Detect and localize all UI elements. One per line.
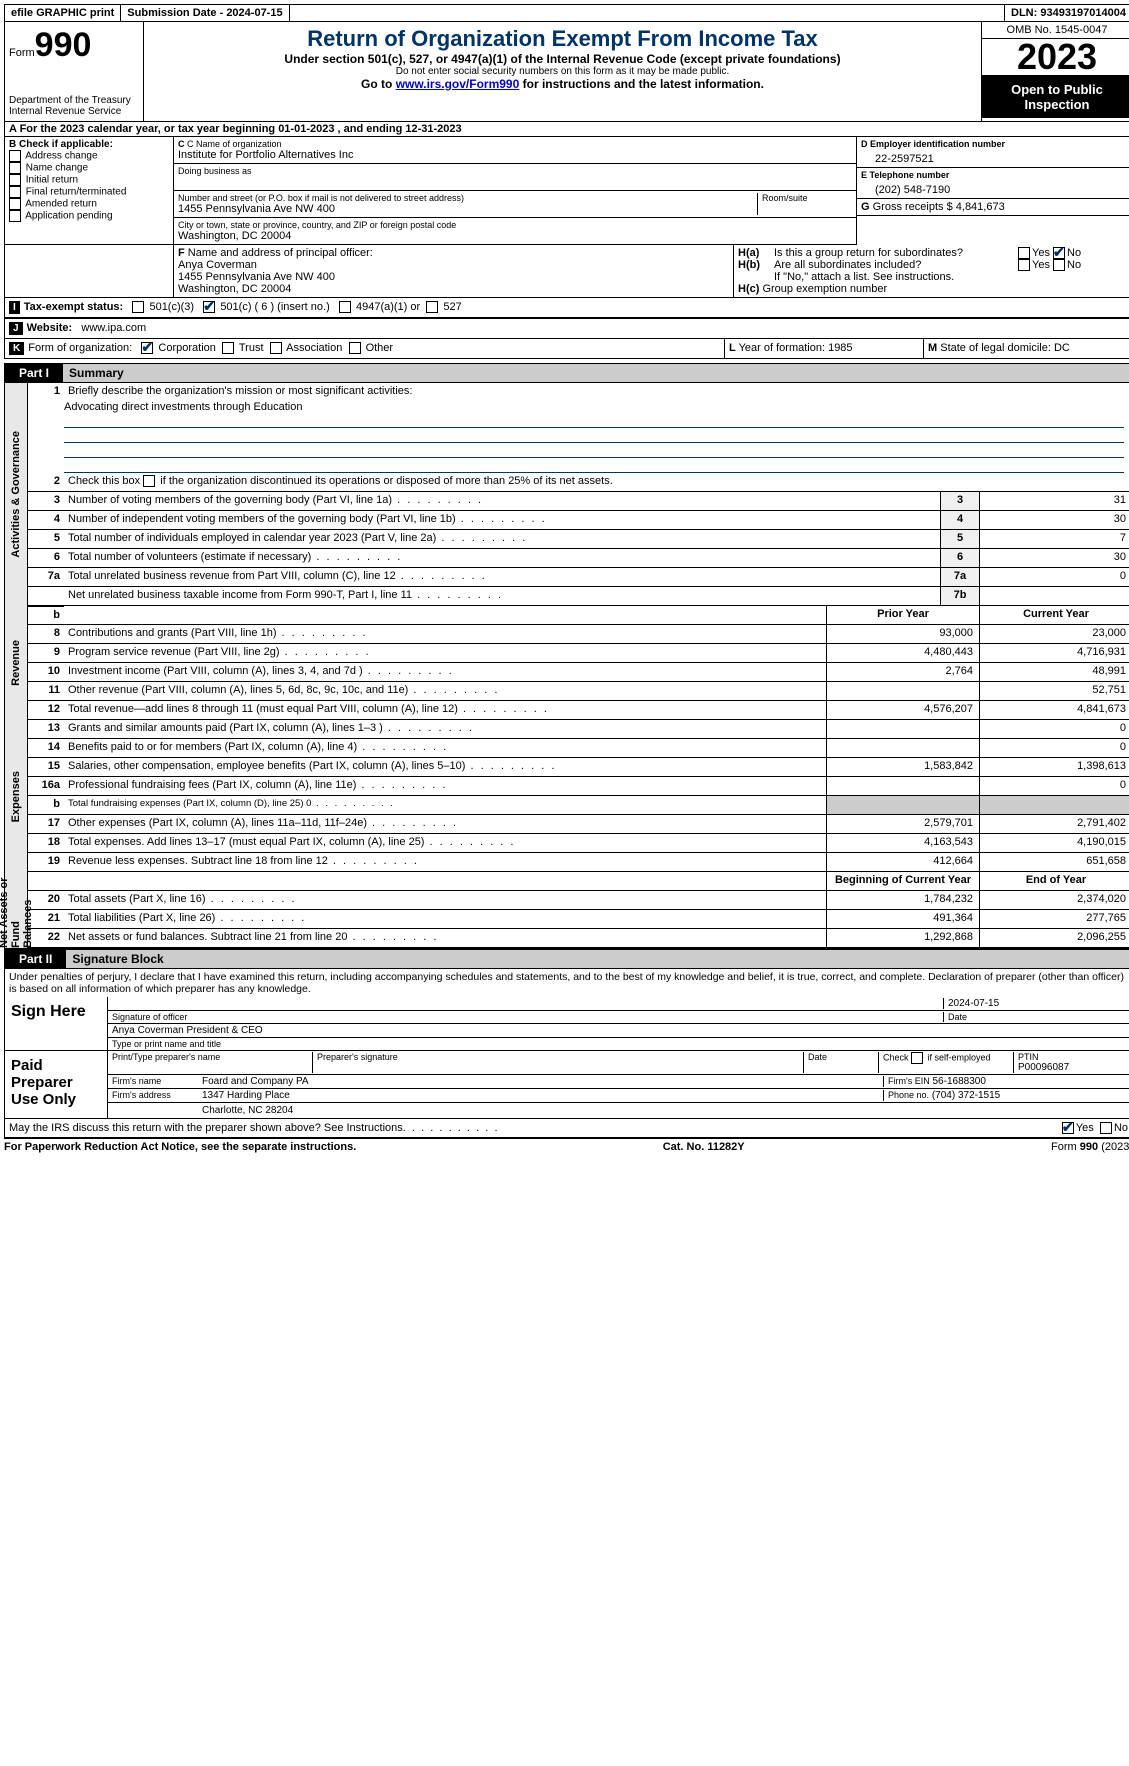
sidetab-net-assets: Net Assets or Fund Balances <box>5 872 28 948</box>
subtitle-1: Under section 501(c), 527, or 4947(a)(1)… <box>148 52 977 66</box>
perjury-statement: Under penalties of perjury, I declare th… <box>4 969 1129 997</box>
h-note: If "No," attach a list. See instructions… <box>738 271 1128 283</box>
sidetab-expenses: Expenses <box>5 720 28 872</box>
mission-text: Advocating direct investments through Ed… <box>64 401 1124 413</box>
sidetab-revenue: Revenue <box>5 606 28 720</box>
chk-app-pending[interactable] <box>9 210 21 222</box>
officer-signature: Anya Coverman President & CEO <box>112 1025 263 1036</box>
form-label: Form <box>9 47 35 59</box>
chk-corp[interactable] <box>141 342 153 354</box>
chk-initial-return[interactable] <box>9 174 21 186</box>
chk-527[interactable] <box>426 301 438 313</box>
discuss-row: May the IRS discuss this return with the… <box>4 1119 1129 1138</box>
dba-label: Doing business as <box>178 166 852 176</box>
chk-name-change[interactable] <box>9 162 21 174</box>
tax-year: 2023 <box>982 39 1129 76</box>
addr-label: Number and street (or P.O. box if mail i… <box>178 193 757 203</box>
submission-date: Submission Date - 2024-07-15 <box>121 5 289 21</box>
current-year-hdr: Current Year <box>979 606 1129 624</box>
subtitle-3: Go to www.irs.gov/Form990 for instructio… <box>148 77 977 91</box>
row-j: JWebsite: www.ipa.com <box>5 319 1129 338</box>
section-b-through-g: B Check if applicable: Address change Na… <box>4 137 1129 245</box>
phone-value: (202) 548-7190 <box>861 180 1128 196</box>
officer-label: F Name and address of principal officer: <box>178 247 729 259</box>
phone-label: E Telephone number <box>861 170 1128 180</box>
part-2-header: Part II Signature Block <box>4 949 1129 969</box>
officer-addr2: Washington, DC 20004 <box>178 283 729 295</box>
sign-here-block: Sign Here 2024-07-15 Signature of office… <box>4 997 1129 1051</box>
chk-501c[interactable] <box>203 301 215 313</box>
room-label: Room/suite <box>757 193 852 215</box>
chk-501c3[interactable] <box>132 301 144 313</box>
chk-assoc[interactable] <box>270 342 282 354</box>
form-title: Return of Organization Exempt From Incom… <box>148 26 977 52</box>
row-i: ITax-exempt status: 501(c)(3) 501(c) ( 6… <box>5 298 1129 318</box>
firm-name: Foard and Company PA <box>202 1076 883 1087</box>
irs-link[interactable]: www.irs.gov/Form990 <box>396 77 520 91</box>
officer-name: Anya Coverman <box>178 259 729 271</box>
form-header: Form990 Department of the TreasuryIntern… <box>4 22 1129 122</box>
form-number: 990 <box>35 26 92 64</box>
top-bar: efile GRAPHIC print Submission Date - 20… <box>4 4 1129 22</box>
dept-label: Department of the TreasuryInternal Reven… <box>9 95 139 117</box>
paid-preparer-block: Paid Preparer Use Only Print/Type prepar… <box>4 1051 1129 1119</box>
chk-discuss-no[interactable] <box>1100 1122 1112 1134</box>
chk-ha-no[interactable] <box>1053 247 1065 259</box>
row-l: L Year of formation: 1985 <box>724 339 923 358</box>
row-a-period: A For the 2023 calendar year, or tax yea… <box>4 122 1129 137</box>
chk-ha-yes[interactable] <box>1018 247 1030 259</box>
chk-hb-no[interactable] <box>1053 259 1065 271</box>
chk-discuss-yes[interactable] <box>1062 1122 1074 1134</box>
chk-trust[interactable] <box>222 342 234 354</box>
line-2-text: Check this box if the organization disco… <box>64 473 1129 491</box>
chk-4947[interactable] <box>339 301 351 313</box>
part-1-header: Part I Summary <box>4 363 1129 383</box>
chk-self-employed[interactable] <box>911 1052 923 1064</box>
sidetab-governance: Activities & Governance <box>5 383 28 606</box>
chk-other[interactable] <box>349 342 361 354</box>
city-state-zip: Washington, DC 20004 <box>178 230 852 242</box>
org-name: Institute for Portfolio Alternatives Inc <box>178 149 852 161</box>
officer-addr1: 1455 Pennsylvania Ave NW 400 <box>178 271 729 283</box>
row-m: M State of legal domicile: DC <box>923 339 1129 358</box>
gross-receipts: G Gross receipts $ 4,841,673 <box>861 201 1128 213</box>
city-label: City or town, state or province, country… <box>178 220 852 230</box>
ein-label: D Employer identification number <box>861 139 1128 149</box>
end-year-hdr: End of Year <box>979 872 1129 890</box>
firm-address: 1347 Harding Place <box>202 1090 883 1101</box>
open-public: Open to Public Inspection <box>982 76 1129 118</box>
row-k: KForm of organization: Corporation Trust… <box>5 339 724 358</box>
street-address: 1455 Pennsylvania Ave NW 400 <box>178 203 757 215</box>
chk-final-return[interactable] <box>9 186 21 198</box>
subtitle-2: Do not enter social security numbers on … <box>148 66 977 77</box>
chk-discontinued[interactable] <box>143 475 155 487</box>
page-footer: For Paperwork Reduction Act Notice, see … <box>4 1138 1129 1153</box>
dln-label: DLN: 93493197014004 <box>1005 5 1129 21</box>
row-f-h: F Name and address of principal officer:… <box>4 245 1129 298</box>
line-1-label: Briefly describe the organization's miss… <box>64 383 1129 401</box>
ein-value: 22-2597521 <box>861 149 1128 165</box>
prior-year-hdr: Prior Year <box>826 606 979 624</box>
chk-address-change[interactable] <box>9 150 21 162</box>
beginning-year-hdr: Beginning of Current Year <box>826 872 979 890</box>
topbar-spacer <box>290 5 1005 21</box>
chk-hb-yes[interactable] <box>1018 259 1030 271</box>
efile-label: efile GRAPHIC print <box>5 5 121 21</box>
org-name-label: C C Name of organization <box>178 139 852 149</box>
box-b-title: B Check if applicable: <box>9 139 169 150</box>
chk-amended[interactable] <box>9 198 21 210</box>
